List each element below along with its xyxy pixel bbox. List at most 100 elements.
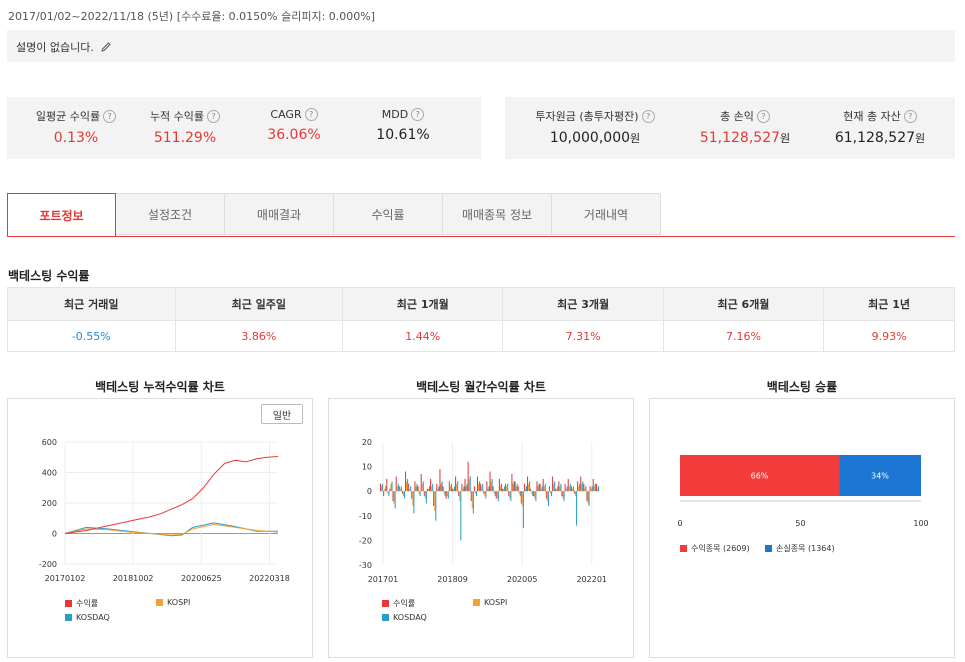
bar-kosdaq [447, 491, 449, 499]
y-tick-label: -30 [359, 561, 372, 570]
bar-returns [420, 473, 422, 492]
legend-label: KOSPI [484, 598, 508, 607]
bar-kosdaq [572, 486, 574, 492]
bar-kosdaq [510, 491, 512, 502]
bar-kospi [440, 483, 442, 492]
help-icon[interactable]: ? [903, 109, 917, 123]
monthly-chart: 20 10 0 -10 -20 -30 201701 201809 202005 202201 [359, 438, 607, 584]
tab-trade-results[interactable]: 매매결과 [225, 193, 334, 235]
bar-kosdaq [444, 491, 446, 497]
pencil-icon[interactable] [100, 41, 112, 53]
help-icon[interactable]: ? [411, 108, 425, 121]
stat-label: 일평균 수익률 [35, 110, 101, 123]
bar-kospi [481, 486, 483, 492]
legend-item-returns: 수익률 [65, 598, 98, 609]
bar-kosdaq [397, 483, 399, 492]
x-tick-label: 202005 [507, 575, 538, 584]
bar-kosdaq [410, 486, 412, 492]
bar-kosdaq [432, 483, 434, 492]
legend-item-kospi: KOSPI [473, 598, 507, 607]
bar-kospi [546, 491, 548, 502]
bar-returns [552, 476, 554, 492]
bar-kospi [421, 483, 423, 492]
bar-returns [589, 486, 591, 492]
table-header: 최근 3개월 [502, 287, 664, 321]
bar-returns [461, 483, 463, 492]
x-tick-label: 20181002 [113, 574, 154, 583]
bar-kosdaq [435, 491, 437, 521]
help-icon[interactable]: ? [207, 109, 221, 123]
profit-bar [680, 455, 840, 496]
bar-kosdaq [591, 486, 593, 492]
bar-kosdaq [479, 481, 481, 492]
bar-returns [398, 486, 400, 492]
bar-kosdaq [560, 483, 562, 492]
legend-label: KOSPI [167, 598, 191, 607]
legend-swatch [65, 600, 72, 607]
bar-kosdaq [541, 486, 543, 492]
series-line-kosdaq [64, 522, 278, 537]
bar-returns [498, 478, 500, 492]
bar-returns [417, 486, 419, 492]
bar-kosdaq [504, 486, 506, 492]
help-icon[interactable]: ? [304, 108, 318, 121]
y-tick-label: 200 [42, 499, 57, 508]
bar-kospi [387, 491, 389, 494]
bar-kosdaq [463, 486, 465, 492]
bar-kospi [459, 491, 461, 502]
bar-kospi [549, 491, 552, 494]
bar-kosdaq [394, 491, 396, 509]
tab-portfolio-info[interactable]: 포트정보 [7, 193, 116, 237]
stat-principal: 투자원금 (총투자평잔)? 10,000,000원 [525, 108, 665, 146]
description-text: 설명이 없습니다. [16, 41, 94, 54]
tab-stock-info[interactable]: 매매종목 정보 [443, 193, 552, 235]
bar-kospi [528, 483, 530, 492]
help-icon[interactable]: ? [756, 109, 770, 123]
normal-scale-button[interactable]: 일반 [261, 404, 303, 424]
bar-kospi [509, 491, 511, 499]
legend-label: KOSDAQ [393, 613, 427, 622]
tab-trade-history[interactable]: 거래내역 [552, 193, 661, 235]
bar-kosdaq [382, 483, 384, 492]
stat-daily-return: 일평균 수익률? 0.13% [21, 108, 131, 146]
stats-summary-right: 투자원금 (총투자평잔)? 10,000,000원 총 손익? 51,128,5… [505, 97, 955, 159]
bar-kosdaq [400, 486, 402, 492]
bar-returns [392, 491, 394, 502]
bar-kospi [490, 481, 492, 492]
bar-returns [592, 478, 594, 492]
bar-returns [380, 483, 382, 492]
table-header: 최근 일주일 [174, 287, 344, 321]
bar-returns [580, 476, 582, 492]
bar-returns [520, 491, 522, 504]
bar-kosdaq [488, 486, 490, 492]
bar-returns [508, 491, 510, 497]
bar-kosdaq [388, 491, 390, 497]
bar-kospi [399, 488, 401, 492]
bar-kosdaq [450, 483, 452, 492]
bar-value-label: 66% [751, 472, 769, 481]
legend-item-kosdaq: KOSDAQ [382, 613, 427, 622]
table-header: 최근 1개월 [342, 287, 504, 321]
bar-kosdaq [535, 491, 537, 502]
help-icon[interactable]: ? [103, 109, 117, 123]
bar-kosdaq [516, 483, 518, 492]
backtest-period: 2017/01/02~2022/11/18 (5년) [수수료율: 0.0150… [8, 10, 376, 23]
table-cell: 7.31% [502, 320, 664, 352]
bar-kospi [540, 488, 542, 492]
tab-returns[interactable]: 수익률 [334, 193, 443, 235]
tab-settings[interactable]: 설정조건 [116, 193, 225, 235]
bar-kospi [434, 491, 436, 511]
legend-swatch [156, 599, 163, 606]
bar-returns [573, 491, 576, 494]
stat-label: 누적 수익률 [149, 110, 205, 123]
bar-returns [545, 491, 547, 499]
bar-kospi [568, 486, 570, 492]
bar-returns [523, 483, 525, 492]
bar-returns [455, 476, 457, 492]
stat-value: 36.06% [267, 127, 321, 143]
stat-value: 511.29% [153, 130, 217, 146]
bar-kosdaq [538, 483, 540, 492]
help-icon[interactable]: ? [641, 109, 655, 123]
bar-kosdaq [500, 483, 503, 492]
bar-returns [451, 488, 453, 492]
